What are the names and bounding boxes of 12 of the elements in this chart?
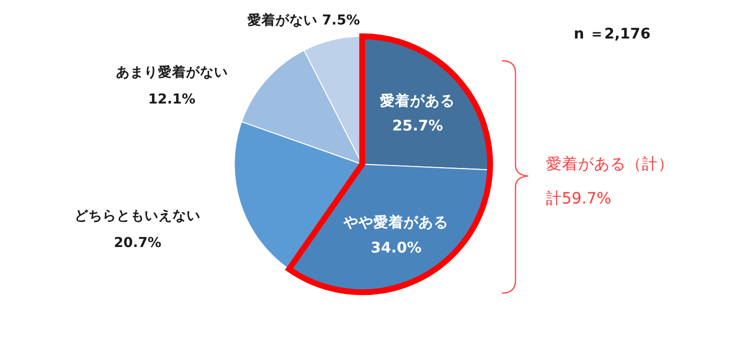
slice-label: やや愛着がある [342,213,449,232]
data-label: 34.0% [370,240,422,257]
text: 計59.7% [546,189,612,208]
data-label: 12.1% [148,92,196,108]
slice-label: 愛着がない 7.5% [247,12,360,29]
slice-label: あまり愛着がない [116,63,228,80]
slice-label: どちらともいえない [74,208,201,224]
slice-label: 愛着がある [380,91,456,110]
data-label: 20.7% [114,235,162,252]
data-label: 25.7% [392,118,444,135]
text: 愛着がある（計） [546,155,674,174]
text: n ＝2,176 [574,25,651,42]
